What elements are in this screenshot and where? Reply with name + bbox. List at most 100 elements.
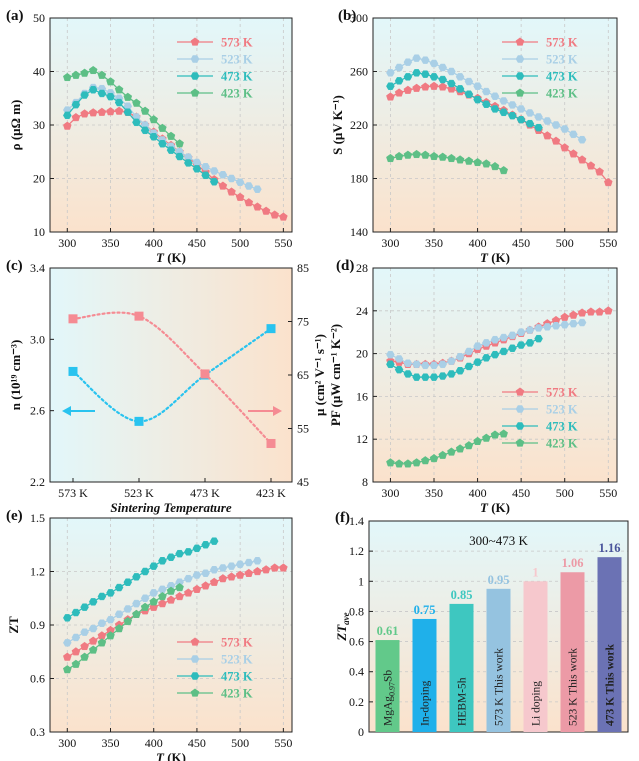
panel-e-data-point — [114, 583, 124, 592]
panel-b-data-point — [429, 73, 439, 81]
panel-a-data-point — [71, 70, 81, 79]
panel-e-data-point — [63, 614, 72, 622]
panel-d-data-point — [464, 347, 474, 356]
panel-f-y-tick-label: 0.4 — [349, 665, 364, 679]
panel-b-data-point — [412, 149, 421, 159]
panel-e-data-point — [184, 588, 193, 597]
panel-b-data-point — [543, 117, 552, 125]
panel-a-data-point — [244, 182, 254, 190]
panel-f-y-tick-label: 0.8 — [349, 604, 364, 618]
panel-a-data-point — [209, 177, 219, 186]
panel-d-data-point — [490, 335, 500, 344]
panel-a-data-point — [106, 107, 115, 116]
panel-b-data-point — [412, 69, 421, 77]
panel-b-data-point — [394, 151, 404, 161]
panel-e-legend-label: 423 K — [221, 687, 253, 701]
panel-f-category-label: 573 K This work — [494, 648, 506, 726]
panel-b-data-point — [438, 152, 447, 161]
panel-b-data-point — [429, 151, 439, 161]
panel-e-data-point — [201, 569, 210, 577]
panel-d-data-point — [569, 319, 578, 328]
panel-e-y-tick-label: 0.9 — [30, 618, 45, 632]
panel-e-data-point — [209, 566, 219, 574]
panel-c-x-tick-label: 573 K — [58, 486, 88, 500]
panel-e-x-tick-label: 400 — [145, 736, 163, 750]
panel-b-data-point — [534, 113, 543, 121]
panel-b-data-point — [490, 105, 500, 113]
panel-d-data-point — [412, 458, 421, 467]
panel-b-data-point — [421, 150, 430, 159]
panel-f-value-label: 0.61 — [377, 624, 399, 638]
panel-a-x-label: T (K) — [156, 250, 186, 265]
panel-b-legend-label: 423 K — [546, 87, 578, 101]
panel-a-y-tick-label: 10 — [33, 225, 45, 239]
panel-b-data-point — [551, 121, 561, 129]
panel-c-background — [50, 268, 292, 482]
panel-c-y2-tick-label: 55 — [297, 422, 309, 436]
panel-d-x-tick-label: 450 — [512, 486, 530, 500]
panel-e-data-point — [80, 628, 89, 636]
panel-a-data-point — [97, 89, 107, 98]
panel-c-x-label: Sintering Temperature — [110, 500, 231, 515]
panel-e-data-point — [201, 581, 210, 590]
panel-b-x-tick-label: 400 — [469, 236, 487, 250]
panel-a-data-point — [123, 92, 133, 101]
panel-e-data-point — [114, 624, 124, 633]
panel-a-data-point — [279, 212, 288, 221]
panel-a-letter: (a) — [6, 8, 24, 24]
panel-f-bar — [375, 640, 400, 732]
panel-b-y-label: S (μV K⁻¹) — [330, 95, 345, 155]
panel-c-y-label: n (10¹⁹ cm⁻³) — [8, 340, 23, 411]
panel-e-data-point — [88, 636, 98, 645]
panel-c-left-arrowhead — [62, 406, 71, 416]
panel-a-legend-marker — [190, 88, 200, 97]
panel-b-data-point — [551, 136, 561, 145]
panel-d-y-tick-label: 12 — [356, 432, 368, 446]
panel-f-value-label: 0.95 — [488, 573, 510, 587]
panel-a-data-point — [253, 185, 262, 193]
panel-b-data-point — [455, 155, 465, 164]
panel-f-y-tick-label: 1.4 — [349, 514, 364, 528]
panel-a-x-tick-label: 300 — [58, 236, 76, 250]
panel-e-x-tick-label: 450 — [188, 736, 206, 750]
panel-b-data-point — [604, 177, 613, 187]
panel-b-data-point — [403, 58, 413, 66]
panel-d-data-point — [412, 360, 421, 369]
panel-d-x-tick-label: 550 — [599, 486, 617, 500]
panel-b-x-tick-label: 300 — [381, 236, 399, 250]
panel-a-data-point — [261, 206, 271, 215]
panel-a-data-point — [227, 187, 236, 196]
panel-e-data-point — [88, 624, 98, 633]
panel-d-y-tick-label: 24 — [356, 304, 368, 318]
panel-e-data-point — [235, 570, 245, 579]
panel-e-data-point — [227, 572, 236, 581]
panel-e-data-point — [166, 553, 176, 561]
panel-e-data-point — [80, 652, 89, 661]
panel-d-data-point — [438, 372, 447, 380]
panel-b-data-point — [586, 161, 596, 170]
panel-a-y-tick-label: 50 — [33, 11, 45, 25]
panel-e-data-point — [209, 537, 219, 545]
panel-a-data-point — [97, 70, 107, 79]
panel-c-letter: (c) — [6, 258, 23, 274]
panel-b-data-point — [490, 161, 500, 171]
panel-b-data-point — [516, 115, 526, 124]
panel-e-data-point — [80, 603, 89, 611]
panel-e-data-point — [235, 560, 245, 569]
panel-d-data-point — [403, 459, 413, 468]
panel-c-y2-label: μ (cm² V⁻¹ s⁻¹) — [312, 334, 327, 416]
panel-a-data-point — [235, 178, 245, 186]
panel-c-x-tick-label: 523 K — [124, 486, 154, 500]
panel-e-data-point — [97, 619, 107, 627]
panel-e-data-point — [63, 639, 72, 647]
panel-d-legend-label: 573 K — [546, 386, 578, 400]
panel-d-legend-label: 523 K — [546, 403, 578, 417]
panel-e-data-point — [253, 557, 262, 565]
panel-b-data-point — [447, 79, 456, 88]
panel-d-data-point — [516, 328, 526, 336]
panel-d-data-point — [447, 370, 456, 378]
panel-a-data-point — [166, 131, 176, 140]
panel-a-data-point — [140, 126, 150, 135]
panel-b-data-point — [508, 111, 517, 120]
panel-d-data-point — [403, 359, 413, 367]
